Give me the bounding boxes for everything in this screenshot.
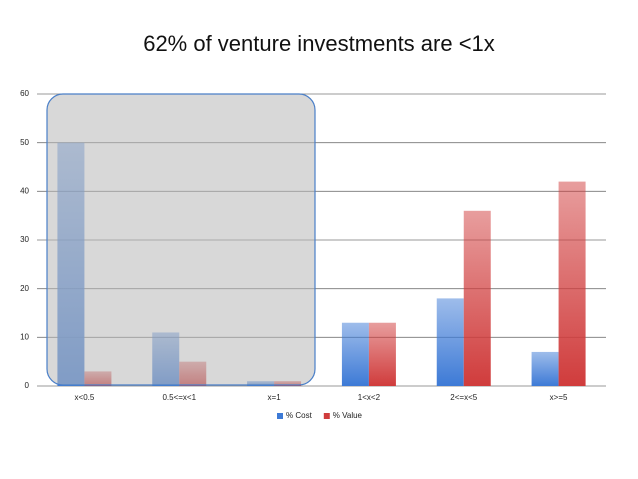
x-tick-label: x<0.5 — [75, 393, 95, 402]
y-tick-label: 30 — [20, 235, 29, 244]
x-tick-label: x>=5 — [550, 393, 568, 402]
bar — [531, 351, 559, 386]
bar — [463, 210, 491, 386]
y-tick-label: 0 — [25, 381, 30, 390]
chart-title: 62% of venture investments are <1x — [143, 31, 495, 56]
legend-swatch — [323, 413, 330, 419]
bar — [368, 322, 396, 386]
bar — [341, 322, 369, 386]
y-tick-label: 60 — [20, 89, 29, 98]
x-tick-label: 1<x<2 — [358, 393, 381, 402]
x-tick-label: 0.5<=x<1 — [162, 393, 196, 402]
bar — [436, 298, 464, 386]
legend-label: % Value — [333, 411, 363, 420]
x-tick-label: x=1 — [268, 393, 282, 402]
x-tick-label: 2<=x<5 — [450, 393, 477, 402]
y-tick-label: 20 — [20, 284, 29, 293]
bar — [558, 181, 586, 386]
y-tick-label: 10 — [20, 332, 29, 341]
legend-label: % Cost — [286, 411, 313, 420]
legend-swatch — [277, 413, 283, 419]
y-tick-label: 40 — [20, 186, 29, 195]
highlight-box — [46, 93, 316, 386]
y-tick-label: 50 — [20, 138, 29, 147]
